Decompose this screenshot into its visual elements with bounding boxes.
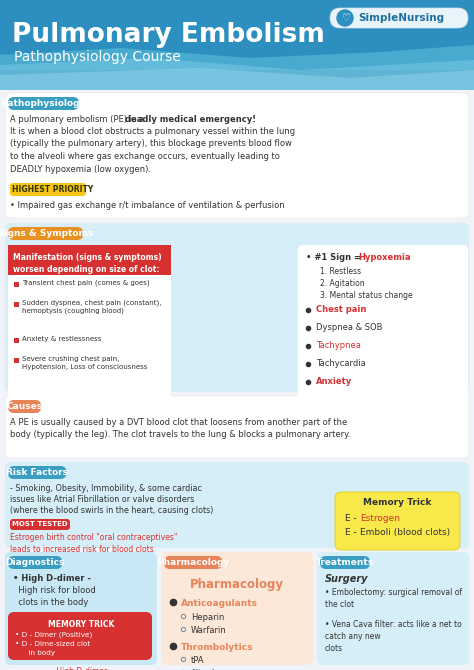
- Text: Estrogen: Estrogen: [360, 514, 400, 523]
- FancyBboxPatch shape: [5, 223, 469, 392]
- Text: 3. Mental status change: 3. Mental status change: [320, 291, 413, 300]
- Bar: [0, 0, 474, 90]
- Text: • High D-dimer -: • High D-dimer -: [13, 574, 91, 583]
- FancyBboxPatch shape: [8, 245, 171, 407]
- FancyBboxPatch shape: [5, 396, 469, 458]
- Bar: [0, 0, 474, 70]
- Bar: [14, 358, 19, 363]
- Text: 1. Restless: 1. Restless: [320, 267, 361, 276]
- Text: Pathophysiology Course: Pathophysiology Course: [14, 50, 181, 64]
- Text: deadly medical emergency!: deadly medical emergency!: [10, 115, 256, 124]
- Text: Risk Factors: Risk Factors: [6, 468, 68, 477]
- FancyBboxPatch shape: [8, 97, 79, 110]
- Text: Heparin: Heparin: [191, 613, 224, 622]
- Text: • Embolectomy: surgical removal of
the clot: • Embolectomy: surgical removal of the c…: [325, 588, 462, 609]
- Bar: [8, 245, 171, 275]
- FancyBboxPatch shape: [8, 227, 83, 240]
- Text: Diagnostics: Diagnostics: [5, 558, 65, 567]
- Text: Manifestation (signs & symptoms)
worsen depending on size of clot:: Manifestation (signs & symptoms) worsen …: [13, 253, 162, 274]
- Text: Alteplase: Alteplase: [191, 669, 230, 670]
- FancyBboxPatch shape: [8, 556, 62, 569]
- Text: Causes: Causes: [7, 402, 43, 411]
- Text: body (typically the leg). The clot travels to the lung & blocks a pulmonary arte: body (typically the leg). The clot trave…: [10, 430, 350, 439]
- Text: SimpleNursing: SimpleNursing: [358, 13, 444, 23]
- Text: Treatments: Treatments: [316, 558, 374, 567]
- FancyBboxPatch shape: [164, 556, 222, 569]
- Text: Tachypnea: Tachypnea: [316, 341, 361, 350]
- Text: A PE is usually caused by a DVT blood clot that loosens from another part of the: A PE is usually caused by a DVT blood cl…: [10, 418, 347, 427]
- FancyBboxPatch shape: [10, 519, 70, 530]
- Text: MEMORY TRICK: MEMORY TRICK: [48, 620, 114, 629]
- Polygon shape: [0, 45, 474, 90]
- Text: Anxiety: Anxiety: [316, 377, 352, 386]
- Text: Transient chest pain (comes & goes): Transient chest pain (comes & goes): [22, 280, 150, 287]
- Polygon shape: [0, 68, 474, 90]
- Text: - Smoking, Obesity, Immobility, & some cardiac: - Smoking, Obesity, Immobility, & some c…: [10, 484, 202, 493]
- Text: Severe crushing chest pain,
Hypotension, Loss of consciousness: Severe crushing chest pain, Hypotension,…: [22, 356, 147, 369]
- Text: Estrogen birth control "oral contraceptives"
leads to increased risk for blood c: Estrogen birth control "oral contracepti…: [10, 533, 177, 554]
- Bar: [14, 302, 19, 307]
- Text: • Vena Cava filter: acts like a net to
catch any new
clots: • Vena Cava filter: acts like a net to c…: [325, 620, 462, 653]
- Text: Emboli (blood clots): Emboli (blood clots): [360, 528, 450, 537]
- FancyBboxPatch shape: [161, 552, 313, 665]
- FancyBboxPatch shape: [8, 612, 152, 660]
- Text: E -: E -: [345, 528, 360, 537]
- Text: High risk for blood
  clots in the body: High risk for blood clots in the body: [13, 586, 96, 607]
- Text: 2. Agitation: 2. Agitation: [320, 279, 365, 288]
- Text: (where the blood swirls in the heart, causing clots): (where the blood swirls in the heart, ca…: [10, 506, 213, 515]
- Text: Thrombolytics: Thrombolytics: [181, 643, 254, 652]
- FancyBboxPatch shape: [317, 552, 469, 665]
- Polygon shape: [0, 58, 474, 90]
- Text: Anticoagulants: Anticoagulants: [181, 599, 258, 608]
- Text: Hypoxemia: Hypoxemia: [358, 253, 410, 262]
- Text: tPA: tPA: [191, 656, 205, 665]
- FancyBboxPatch shape: [335, 492, 460, 550]
- Text: High D-dimer: High D-dimer: [55, 667, 107, 670]
- FancyBboxPatch shape: [5, 93, 469, 218]
- FancyBboxPatch shape: [5, 552, 157, 665]
- Text: Surgery: Surgery: [325, 574, 368, 584]
- Text: Pathophysiology: Pathophysiology: [1, 99, 86, 108]
- FancyBboxPatch shape: [8, 466, 66, 479]
- Text: A pulmonary embolism (PE) is a: A pulmonary embolism (PE) is a: [10, 115, 147, 124]
- Text: issues like Atrial Fibrillation or valve disorders: issues like Atrial Fibrillation or valve…: [10, 495, 194, 504]
- Text: • D - Dimer (Positive)
• D - Dime-sized clot
      in body: • D - Dimer (Positive) • D - Dime-sized …: [15, 632, 92, 655]
- Text: E -: E -: [345, 514, 360, 523]
- Text: Chest pain: Chest pain: [316, 305, 366, 314]
- Text: Pharmacology: Pharmacology: [190, 578, 284, 591]
- Text: It is when a blood clot obstructs a pulmonary vessel within the lung
(typically : It is when a blood clot obstructs a pulm…: [10, 127, 295, 174]
- Text: Memory Trick: Memory Trick: [363, 498, 431, 507]
- Text: MOST TESTED: MOST TESTED: [12, 521, 68, 527]
- Text: Signs & Symptoms: Signs & Symptoms: [0, 229, 93, 238]
- FancyBboxPatch shape: [330, 8, 468, 28]
- Circle shape: [337, 10, 353, 26]
- Text: Pulmonary Embolism: Pulmonary Embolism: [12, 22, 325, 48]
- FancyBboxPatch shape: [5, 462, 469, 548]
- Bar: [14, 282, 19, 287]
- FancyBboxPatch shape: [8, 245, 171, 275]
- Text: • Impaired gas exchange r/t imbalance of ventilation & perfusion: • Impaired gas exchange r/t imbalance of…: [10, 201, 284, 210]
- Text: Sudden dyspnea, chest pain (constant),
hemoptysis (coughing blood): Sudden dyspnea, chest pain (constant), h…: [22, 300, 162, 314]
- Text: HIGHEST PRIORITY: HIGHEST PRIORITY: [12, 184, 93, 194]
- Text: Warfarin: Warfarin: [191, 626, 227, 635]
- FancyBboxPatch shape: [298, 245, 468, 407]
- FancyBboxPatch shape: [8, 400, 41, 413]
- FancyBboxPatch shape: [320, 556, 370, 569]
- FancyBboxPatch shape: [10, 183, 86, 196]
- Text: Pharmacology: Pharmacology: [157, 558, 229, 567]
- Bar: [14, 338, 19, 343]
- Text: Anxiety & restlessness: Anxiety & restlessness: [22, 336, 101, 342]
- Text: ♡: ♡: [341, 13, 349, 23]
- Text: Tachycardia: Tachycardia: [316, 359, 366, 368]
- Text: Dyspnea & SOB: Dyspnea & SOB: [316, 323, 383, 332]
- Text: • #1 Sign =: • #1 Sign =: [306, 253, 364, 262]
